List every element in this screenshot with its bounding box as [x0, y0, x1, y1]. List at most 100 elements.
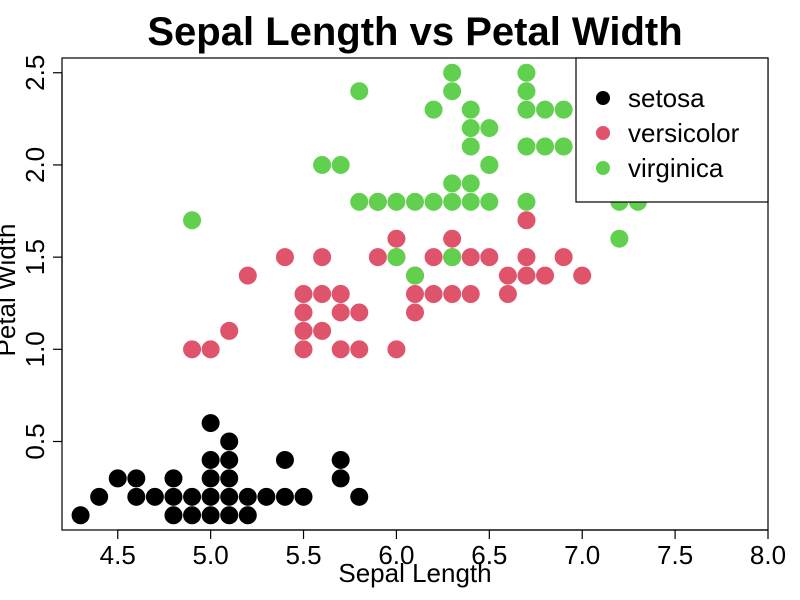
- data-point-setosa: [145, 487, 164, 506]
- data-point-virginica: [517, 63, 536, 82]
- data-point-virginica: [480, 155, 499, 174]
- data-point-setosa: [201, 487, 220, 506]
- data-point-versicolor: [313, 321, 332, 340]
- data-point-virginica: [517, 192, 536, 211]
- data-point-versicolor: [406, 303, 424, 322]
- data-point-virginica: [461, 137, 480, 156]
- data-point-setosa: [164, 469, 183, 488]
- legend-label-virginica: virginica: [628, 153, 724, 183]
- data-point-versicolor: [294, 340, 313, 359]
- data-point-setosa: [257, 487, 276, 506]
- data-point-versicolor: [498, 285, 517, 303]
- y-tick-label: 0.5: [20, 423, 50, 459]
- data-point-versicolor: [443, 285, 462, 303]
- data-point-setosa: [183, 487, 202, 506]
- data-point-virginica: [313, 155, 332, 174]
- y-tick-label: 2.0: [20, 147, 50, 183]
- data-point-virginica: [554, 100, 573, 119]
- x-tick-label: 6.5: [471, 540, 507, 570]
- data-point-versicolor: [387, 229, 406, 248]
- data-point-setosa: [201, 506, 220, 525]
- data-point-versicolor: [331, 340, 350, 359]
- data-point-virginica: [443, 82, 462, 101]
- data-point-setosa: [90, 487, 109, 506]
- data-point-versicolor: [517, 266, 536, 285]
- data-point-versicolor: [313, 285, 332, 303]
- legend-marker-versicolor: [596, 126, 610, 140]
- data-point-virginica: [406, 266, 424, 285]
- data-point-versicolor: [331, 285, 350, 303]
- data-point-virginica: [517, 137, 536, 156]
- chart-title: Sepal Length vs Petal Width: [147, 10, 682, 54]
- data-point-versicolor: [238, 266, 257, 285]
- legend-marker-setosa: [596, 91, 610, 105]
- data-point-setosa: [220, 450, 239, 469]
- data-point-versicolor: [480, 248, 499, 267]
- data-point-virginica: [443, 248, 462, 267]
- legend: setosa versicolor virginica: [575, 57, 769, 203]
- data-point-versicolor: [387, 340, 406, 359]
- y-tick-label: 2.5: [20, 55, 50, 91]
- x-tick-label: 7.5: [657, 540, 693, 570]
- data-point-virginica: [368, 192, 387, 211]
- data-point-versicolor: [424, 248, 443, 267]
- data-point-setosa: [331, 469, 350, 488]
- data-point-versicolor: [201, 340, 220, 359]
- x-tick-label: 5.0: [193, 540, 229, 570]
- x-axis: 4.5 5.0 5.5 6.0 6.5 7.0 7.5 8.0: [100, 529, 786, 570]
- data-point-versicolor: [313, 248, 332, 267]
- data-point-versicolor: [294, 303, 313, 322]
- data-point-virginica: [424, 100, 443, 119]
- data-point-setosa: [275, 487, 294, 506]
- data-point-virginica: [331, 155, 350, 174]
- data-point-virginica: [183, 211, 202, 230]
- x-axis-label: Sepal Length: [338, 558, 491, 588]
- data-point-virginica: [536, 137, 555, 156]
- y-axis: 0.5 1.0 1.5 2.0 2.5: [20, 55, 63, 460]
- data-point-versicolor: [498, 266, 517, 285]
- y-tick-label: 1.5: [20, 239, 50, 275]
- data-point-versicolor: [554, 248, 573, 267]
- data-point-setosa: [183, 506, 202, 525]
- data-point-setosa: [294, 487, 313, 506]
- data-point-virginica: [350, 192, 369, 211]
- x-tick-label: 6.0: [378, 540, 414, 570]
- data-point-virginica: [610, 229, 629, 248]
- data-point-virginica: [461, 119, 480, 138]
- data-point-setosa: [275, 450, 294, 469]
- data-point-versicolor: [461, 248, 480, 267]
- data-points: [71, 63, 647, 525]
- data-point-virginica: [461, 174, 480, 193]
- data-point-setosa: [238, 506, 257, 525]
- data-point-virginica: [536, 100, 555, 119]
- data-point-versicolor: [536, 266, 555, 285]
- data-point-virginica: [387, 248, 406, 267]
- data-point-versicolor: [350, 303, 369, 322]
- data-point-versicolor: [331, 303, 350, 322]
- data-point-versicolor: [424, 285, 443, 303]
- data-point-virginica: [443, 63, 462, 82]
- x-tick-label: 7.0: [564, 540, 600, 570]
- data-point-virginica: [443, 192, 462, 211]
- x-tick-label: 5.5: [285, 540, 321, 570]
- data-point-setosa: [331, 450, 350, 469]
- data-point-virginica: [480, 192, 499, 211]
- data-point-virginica: [443, 174, 462, 193]
- data-point-virginica: [517, 82, 536, 101]
- data-point-setosa: [220, 487, 239, 506]
- data-point-virginica: [461, 192, 480, 211]
- data-point-versicolor: [275, 248, 294, 267]
- data-point-versicolor: [517, 211, 536, 230]
- data-point-virginica: [387, 192, 406, 211]
- data-point-setosa: [108, 469, 127, 488]
- data-point-versicolor: [294, 285, 313, 303]
- data-point-virginica: [406, 192, 424, 211]
- data-point-virginica: [424, 192, 443, 211]
- data-point-versicolor: [461, 285, 480, 303]
- data-point-virginica: [461, 100, 480, 119]
- data-point-versicolor: [406, 285, 424, 303]
- data-point-versicolor: [350, 340, 369, 359]
- data-point-versicolor: [294, 321, 313, 340]
- data-point-versicolor: [368, 248, 387, 267]
- data-point-versicolor: [183, 340, 202, 359]
